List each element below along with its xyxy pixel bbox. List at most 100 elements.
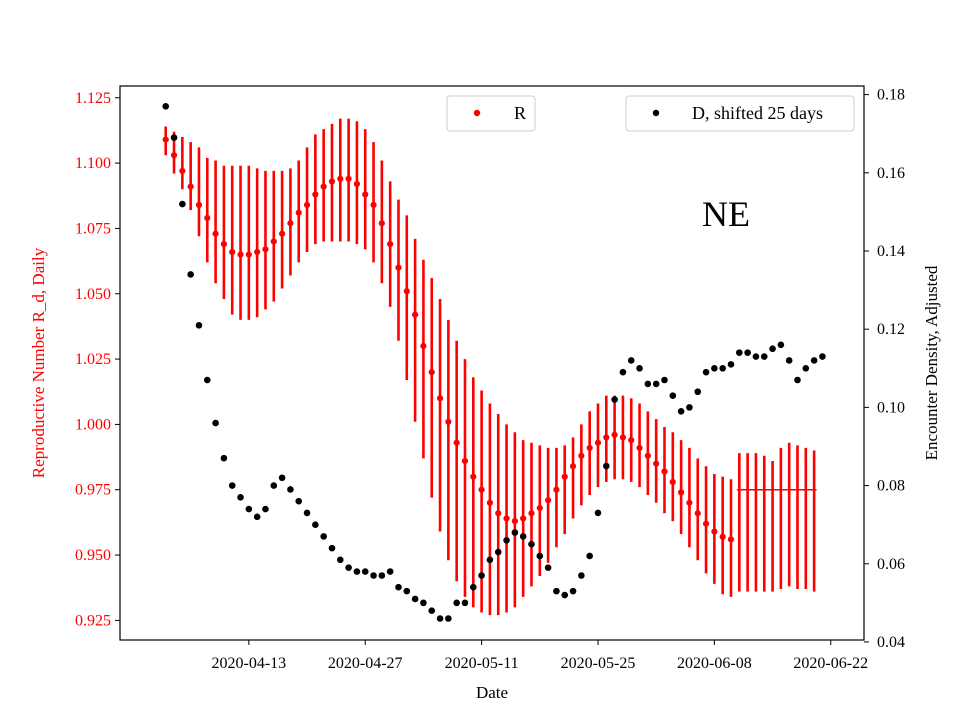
d-point [503, 537, 510, 544]
x-tick-label: 2020-06-22 [793, 655, 868, 672]
d-point [694, 388, 702, 396]
r-point [362, 191, 369, 198]
right-tick-label: 0.08 [877, 478, 905, 495]
left-tick-label: 1.075 [75, 220, 111, 237]
r-point [254, 248, 261, 256]
d-point [262, 505, 269, 513]
r-point [370, 201, 377, 209]
left-y-axis: 0.925 0.950 0.975 1.000 1.025 1.050 1.075 1.100… [75, 90, 120, 629]
d-point [336, 556, 344, 564]
x-axis-label: Date [476, 683, 508, 702]
r-point [702, 520, 710, 527]
r-point [694, 510, 701, 517]
r-point [661, 468, 668, 475]
x-tick-label: 2020-05-25 [561, 655, 636, 672]
d-point [619, 368, 627, 376]
d-point [611, 396, 618, 403]
d-point [411, 595, 419, 603]
r-point [611, 431, 618, 438]
d-point [727, 361, 735, 368]
d-point [636, 364, 643, 372]
d-point [677, 407, 685, 415]
r-point [653, 460, 660, 467]
x-tick-label: 2020-05-11 [445, 655, 519, 672]
r-point [378, 220, 385, 227]
d-point [370, 572, 377, 579]
d-point [785, 357, 793, 364]
d-point [469, 583, 477, 591]
d-point [328, 544, 336, 552]
d-point [511, 529, 519, 536]
d-point [245, 505, 253, 513]
r-point [403, 288, 410, 295]
r-point [619, 434, 627, 441]
d-point [303, 509, 311, 517]
r-point [220, 240, 228, 248]
d-point [428, 607, 436, 614]
d-point [453, 599, 460, 607]
x-tick-label: 2020-06-08 [677, 655, 752, 672]
r-point [719, 533, 726, 540]
right-y-axis: 0.04 0.06 0.08 0.10 0.12 0.14 0.16 0.18 [864, 87, 905, 651]
right-tick-label: 0.06 [877, 556, 905, 573]
right-tick-label: 0.14 [877, 243, 905, 260]
d-point [179, 200, 186, 208]
right-tick-label: 0.10 [877, 399, 905, 416]
r-point [669, 478, 676, 486]
r-point [578, 452, 585, 459]
d-series [162, 103, 826, 622]
r-point [686, 499, 693, 506]
legend-d: D, shifted 25 days [625, 95, 855, 132]
d-point [278, 474, 286, 482]
d-point [395, 583, 402, 591]
d-point [769, 345, 776, 353]
d-point [445, 615, 452, 622]
d-point [586, 552, 593, 560]
r-series [162, 136, 735, 543]
r-point [204, 214, 211, 222]
r-point [353, 180, 361, 188]
r-point [553, 486, 560, 493]
d-point [270, 482, 278, 489]
d-point [220, 454, 228, 462]
r-point [486, 499, 494, 506]
d-point [253, 513, 261, 521]
r-point [536, 504, 543, 512]
d-point [553, 587, 560, 595]
d-point [486, 556, 494, 564]
r-point [162, 136, 169, 143]
d-point [536, 552, 544, 560]
r-point [428, 369, 435, 376]
r-point [470, 473, 477, 480]
r-point [727, 536, 735, 543]
r-point [187, 183, 194, 190]
legend-r: R [446, 95, 536, 132]
r-point [520, 515, 527, 522]
d-point [353, 568, 361, 575]
r-point [420, 342, 427, 350]
d-point [544, 564, 552, 571]
d-point [478, 572, 485, 579]
r-point [195, 201, 203, 209]
left-tick-label: 1.025 [75, 351, 111, 368]
r-point [345, 175, 352, 182]
left-tick-label: 0.975 [75, 482, 111, 499]
left-tick-label: 1.000 [75, 416, 111, 433]
r-point [303, 201, 311, 209]
r-point [229, 248, 236, 256]
d-point [195, 321, 203, 329]
left-axis-label: Reproductive Number R_d, Daily [29, 247, 48, 478]
legend-d-marker [652, 109, 660, 117]
r-point [478, 486, 485, 493]
r-point [603, 434, 610, 441]
d-point [228, 482, 236, 489]
r-point [387, 240, 394, 248]
r-point [395, 264, 402, 271]
left-tick-label: 1.125 [75, 90, 111, 107]
r-point [262, 246, 269, 253]
d-point [777, 341, 785, 349]
r-point [594, 439, 602, 446]
d-point [386, 568, 394, 575]
d-point [528, 540, 535, 548]
d-point [345, 564, 352, 571]
